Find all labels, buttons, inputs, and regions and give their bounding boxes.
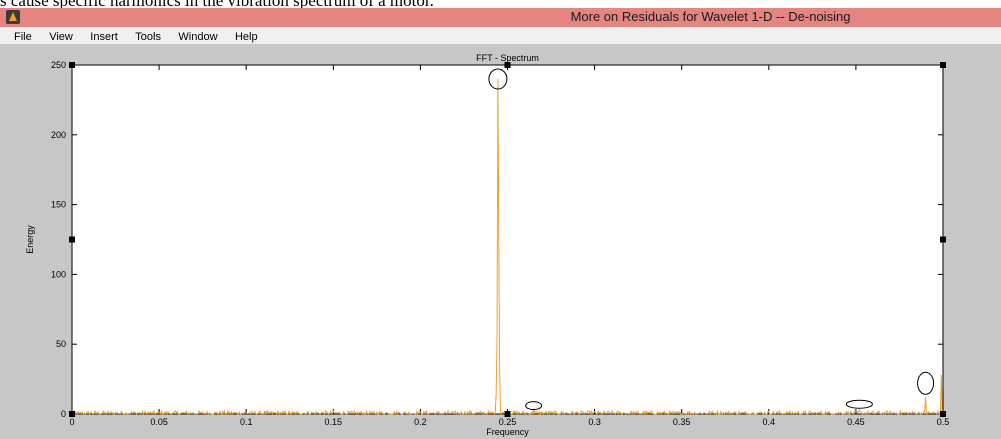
peak-highlight-ellipse xyxy=(488,68,508,90)
x-tick-label: 0.15 xyxy=(325,417,343,427)
window-titlebar[interactable]: More on Residuals for Wavelet 1-D -- De-… xyxy=(0,8,1001,27)
selection-handle[interactable] xyxy=(69,236,75,243)
matlab-figure-icon[interactable] xyxy=(6,10,20,24)
y-tick-label: 0 xyxy=(61,409,66,419)
y-tick-label: 50 xyxy=(56,339,66,349)
menu-view[interactable]: View xyxy=(49,31,73,43)
menu-file[interactable]: File xyxy=(14,31,32,43)
selection-handle[interactable] xyxy=(69,411,75,417)
y-tick-label: 250 xyxy=(51,60,66,70)
x-tick-label: 0 xyxy=(69,417,74,427)
selection-handle[interactable] xyxy=(504,62,511,68)
peak-highlight-ellipse xyxy=(845,399,873,409)
y-tick-label: 100 xyxy=(51,269,66,279)
menu-tools[interactable]: Tools xyxy=(135,31,161,43)
y-tick-label: 150 xyxy=(51,200,66,210)
x-tick-label: 0.25 xyxy=(499,417,517,427)
chart-title: FFT - Spectrum xyxy=(476,53,539,63)
selection-handle[interactable] xyxy=(69,62,75,68)
selection-handle[interactable] xyxy=(940,411,946,417)
x-tick-label: 0.2 xyxy=(414,417,427,427)
x-tick-label: 0.4 xyxy=(763,417,776,427)
menu-insert[interactable]: Insert xyxy=(90,31,118,43)
fft-spectrum-plot[interactable]: FFT - Spectrum Frequency Energy 0 0.05 0.1… xyxy=(0,44,1001,439)
x-tick-label: 0.5 xyxy=(937,417,950,427)
x-axis-label: Frequency xyxy=(486,427,529,437)
x-tick-label: 0.05 xyxy=(150,417,168,427)
menu-help[interactable]: Help xyxy=(234,31,258,43)
y-axis-label: Energy xyxy=(25,225,35,254)
window-title: More on Residuals for Wavelet 1-D -- De-… xyxy=(570,9,851,24)
x-tick-label: 0.3 xyxy=(588,417,601,427)
axis-ticks: 0 0.05 0.1 0.15 0.2 0.25 0.3 0.35 0.4 0.45 0.5 0 50 1… xyxy=(51,60,949,427)
y-tick-label: 200 xyxy=(51,130,66,140)
selection-handle[interactable] xyxy=(504,411,511,417)
selection-handles[interactable] xyxy=(69,62,946,417)
page-caption: s cause specific harmonics in the vibrat… xyxy=(0,0,434,10)
axes-area[interactable] xyxy=(71,64,944,415)
x-tick-label: 0.1 xyxy=(240,417,253,427)
peak-annotations xyxy=(488,68,935,411)
selection-handle[interactable] xyxy=(940,62,946,68)
menu-bar: File View Insert Tools Window Help xyxy=(0,27,1001,44)
x-tick-label: 0.35 xyxy=(673,417,691,427)
x-tick-label: 0.45 xyxy=(847,417,865,427)
menu-window[interactable]: Window xyxy=(178,31,218,43)
peak-highlight-ellipse xyxy=(917,371,935,395)
peak-highlight-ellipse xyxy=(525,401,543,411)
selection-handle[interactable] xyxy=(940,236,946,243)
